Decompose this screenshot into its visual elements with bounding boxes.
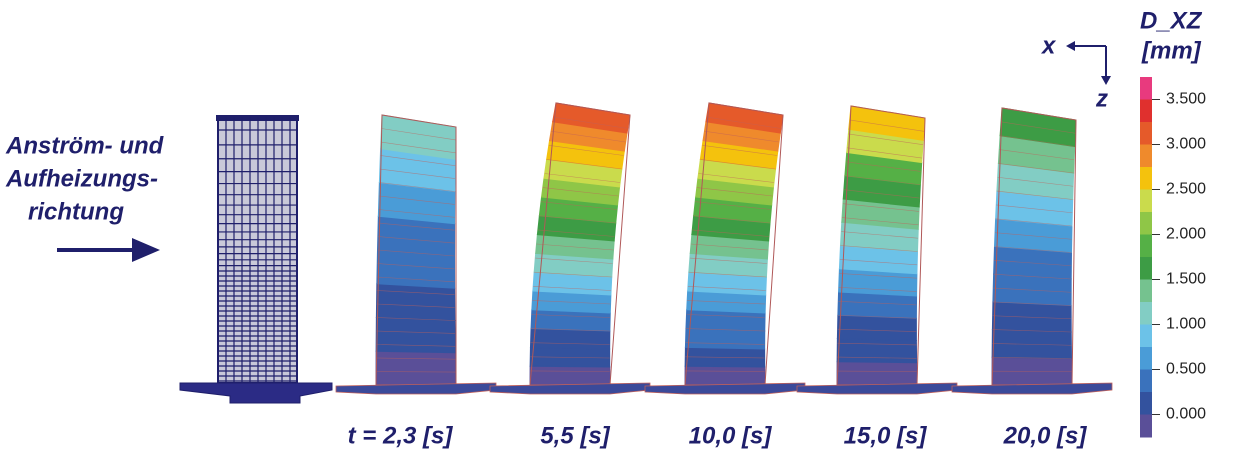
undeformed-mesh: [180, 115, 332, 403]
colorbar-segment: [1140, 347, 1152, 370]
axis-z: z: [1095, 85, 1108, 112]
colorbar-segment: [1140, 77, 1152, 100]
blade-platform: [645, 383, 805, 394]
time-label: 20,0 [s]: [1003, 422, 1088, 449]
colorbar-label: 2.500: [1166, 181, 1206, 198]
flow-label: Aufheizungs-: [5, 165, 158, 192]
colorbar-label: 0.000: [1166, 406, 1206, 423]
blade-band: [530, 366, 610, 385]
flow-label: Anström- und: [5, 132, 165, 159]
colorbar-segment: [1140, 415, 1152, 438]
colorbar-label: 1.500: [1166, 271, 1206, 288]
colorbar-segment: [1140, 190, 1152, 213]
colorbar-segment: [1140, 302, 1152, 325]
colorbar-segment: [1140, 145, 1152, 168]
colorbar-label: 3.000: [1166, 136, 1206, 153]
legend-unit: [mm]: [1141, 37, 1202, 64]
axis-glyph: x z: [1040, 32, 1111, 112]
time-label: t = 2,3 [s]: [348, 422, 454, 449]
blade-band: [376, 284, 455, 321]
colorbar-segment: [1140, 212, 1152, 235]
blade-band: [685, 366, 765, 385]
axis-x: x: [1040, 32, 1057, 59]
colorbar-segment: [1140, 167, 1152, 190]
flow-arrow: [57, 238, 160, 262]
blade-band: [685, 329, 764, 349]
legend-title: D_XZ: [1140, 7, 1203, 34]
blade-band: [837, 315, 916, 340]
blade-platform: [797, 383, 957, 394]
colorbar-segment: [1140, 325, 1152, 348]
colorbar-label: 0.500: [1166, 361, 1206, 378]
colorbar-segment: [1140, 235, 1152, 258]
blade-platform: [490, 383, 650, 394]
blade-band: [992, 330, 1071, 359]
colorbar-label: 1.000: [1166, 316, 1206, 333]
time-label: 10,0 [s]: [689, 422, 773, 449]
blade-band: [376, 318, 455, 353]
figure: Anström- und Aufheizungs- richtung x z D…: [0, 0, 1235, 450]
blade-band: [530, 329, 609, 349]
page: Anström- und Aufheizungs- richtung x z D…: [0, 0, 1235, 450]
colorbar-segment: [1140, 370, 1152, 393]
blade-band: [376, 351, 456, 385]
blade-band: [377, 250, 455, 288]
blade-band: [838, 292, 917, 318]
time-label: 15,0 [s]: [844, 422, 928, 449]
colorbar-segment: [1140, 257, 1152, 280]
colorbar-label: 3.500: [1166, 91, 1206, 108]
blade-platform: [336, 383, 496, 394]
mesh-platform: [180, 383, 332, 403]
time-label: 5,5 [s]: [540, 422, 610, 449]
blade-band: [837, 362, 917, 385]
colorbar-segment: [1140, 392, 1152, 415]
deformed-blades: t = 2,3 [s] 5,5 [s] 10,0 [s] 15,0 [s] 20,0 […: [336, 103, 1112, 449]
blade-band: [837, 339, 917, 363]
colorbar-segment: [1140, 100, 1152, 123]
colorbar-segment: [1140, 280, 1152, 303]
blade-platform: [952, 383, 1112, 394]
colorbar-label: 2.000: [1166, 226, 1206, 243]
colorbar: 3.500 3.000 2.500 2.000 1.500 1.000 0.500 0.000: [1140, 77, 1206, 438]
flow-label: richtung: [28, 198, 124, 225]
colorbar-segment: [1140, 122, 1152, 145]
